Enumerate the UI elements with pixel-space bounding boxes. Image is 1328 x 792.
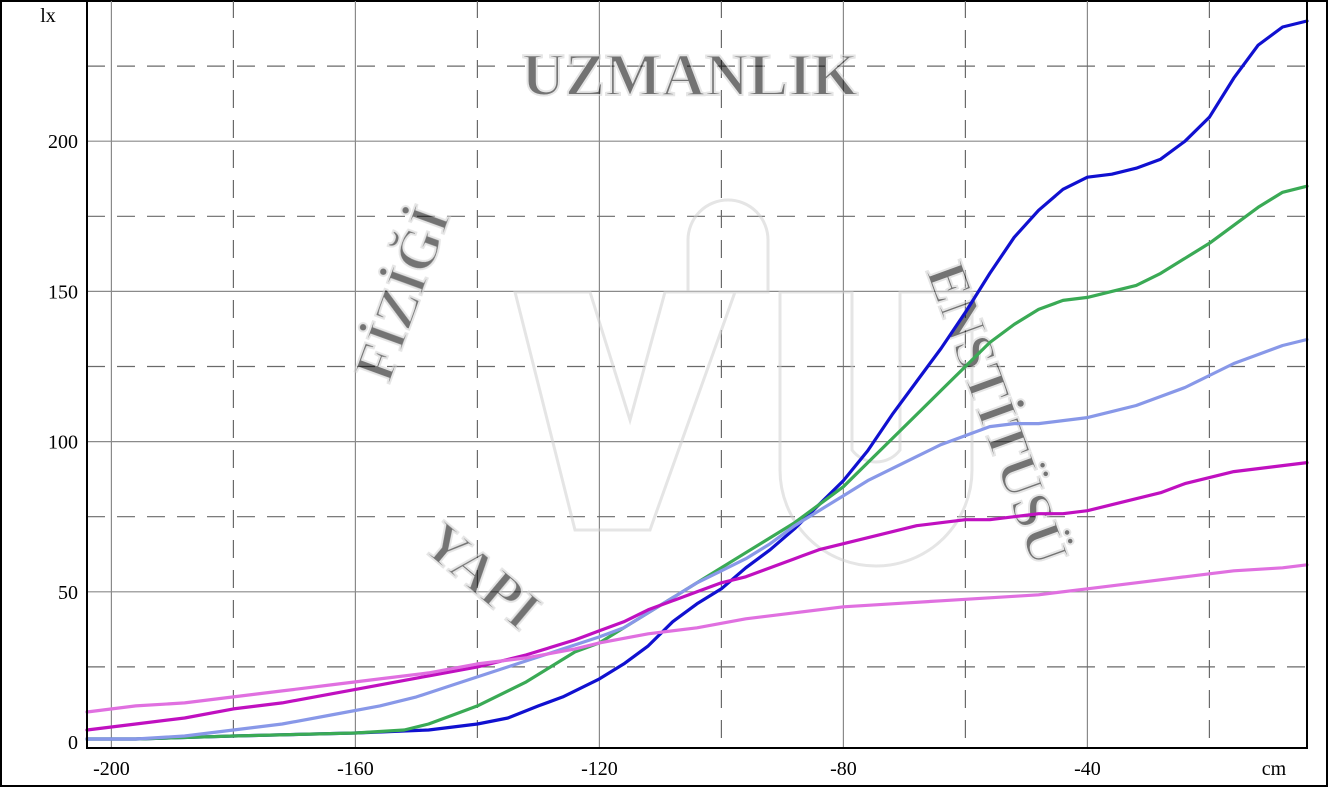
- y-tick-label: 200: [48, 131, 78, 153]
- x-tick-label: -200: [93, 758, 130, 780]
- y-tick-label: 0: [68, 732, 78, 754]
- series-line-3: [85, 337, 1309, 741]
- x-tick-label: -160: [337, 758, 374, 780]
- series-line-4: [85, 461, 1309, 732]
- series-line-5: [85, 563, 1309, 714]
- series-line-1: [85, 19, 1309, 741]
- x-tick-label: -120: [581, 758, 618, 780]
- y-axis-label: lx: [40, 5, 56, 27]
- watermark-arc-text: UZMANLIK: [522, 42, 859, 108]
- series: [85, 19, 1309, 741]
- x-tick-label: -40: [1074, 758, 1101, 780]
- series-line-2: [85, 184, 1309, 741]
- axes: -200 -160 -120 -80 -40 0 50 100 150 200: [48, 131, 1101, 780]
- x-axis-label: cm: [1262, 758, 1287, 780]
- x-tick-label: -80: [830, 758, 857, 780]
- plot-area-border: [86, 0, 1308, 749]
- y-tick-label: 150: [48, 281, 78, 303]
- watermark-logo: [513, 198, 974, 568]
- y-tick-label: 100: [48, 432, 78, 454]
- y-tick-label: 50: [58, 582, 78, 604]
